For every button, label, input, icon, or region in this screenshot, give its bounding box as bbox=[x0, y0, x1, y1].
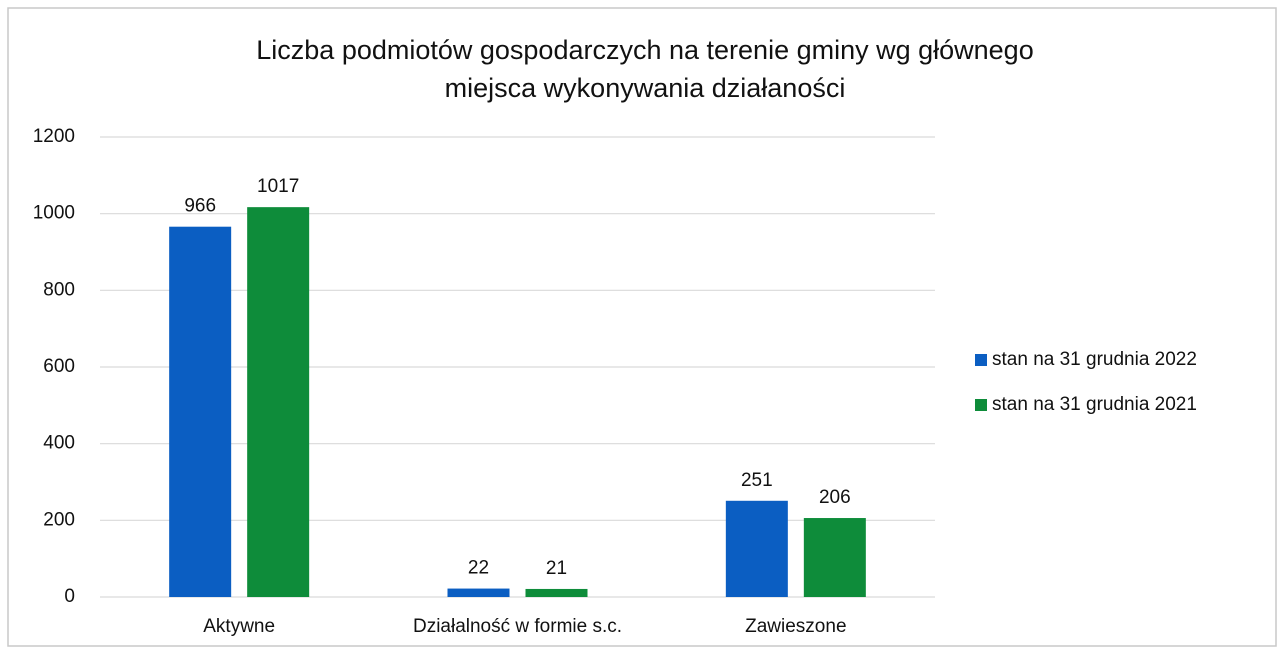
value-label: 21 bbox=[546, 558, 567, 579]
chart-title: Liczba podmiotów gospodarczych na tereni… bbox=[256, 35, 1033, 65]
bar bbox=[247, 207, 310, 597]
legend-label: stan na 31 grudnia 2021 bbox=[992, 394, 1197, 415]
y-tick-label: 800 bbox=[43, 279, 75, 300]
bar bbox=[447, 588, 510, 597]
bar bbox=[803, 518, 866, 597]
bar bbox=[525, 588, 588, 597]
legend-swatch bbox=[975, 354, 987, 366]
y-tick-label: 1200 bbox=[33, 126, 75, 147]
bar bbox=[725, 500, 788, 597]
y-tick-label: 0 bbox=[64, 586, 75, 607]
y-tick-label: 400 bbox=[43, 433, 75, 454]
x-tick-label: Działalność w formie s.c. bbox=[413, 616, 622, 637]
value-label: 22 bbox=[468, 558, 489, 579]
x-tick-label: Aktywne bbox=[203, 616, 275, 637]
chart-title: miejsca wykonywania działaności bbox=[445, 73, 846, 103]
value-label: 206 bbox=[819, 487, 851, 508]
x-tick-label: Zawieszone bbox=[745, 616, 846, 637]
value-label: 966 bbox=[184, 196, 216, 217]
y-tick-label: 600 bbox=[43, 356, 75, 377]
legend-swatch bbox=[975, 399, 987, 411]
value-label: 251 bbox=[741, 470, 773, 491]
bar bbox=[169, 226, 232, 597]
y-tick-label: 1000 bbox=[33, 203, 75, 224]
legend-label: stan na 31 grudnia 2022 bbox=[992, 349, 1197, 370]
y-tick-label: 200 bbox=[43, 509, 75, 530]
value-label: 1017 bbox=[257, 176, 299, 197]
